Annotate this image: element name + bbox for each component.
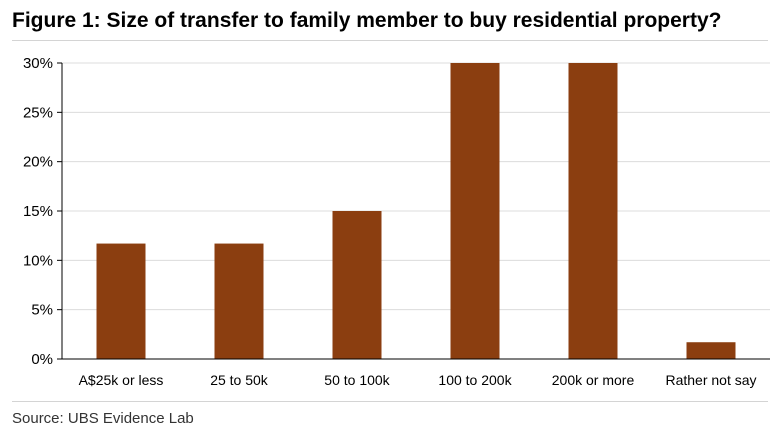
gridlines (62, 62, 770, 311)
bar (96, 243, 146, 359)
title-divider (12, 40, 768, 41)
x-axis-labels: A$25k or less 25 to 50k 50 to 100k 100 to 2… (79, 372, 757, 388)
y-tick-label: 20% (23, 154, 53, 171)
bar (450, 63, 500, 359)
bar (686, 342, 736, 359)
x-tick-label: 50 to 100k (324, 372, 390, 388)
y-tick-label: 25% (23, 104, 53, 121)
source-note: Source: UBS Evidence Lab (12, 410, 194, 427)
bar (214, 243, 264, 359)
chart-title: Figure 1: Size of transfer to family mem… (12, 9, 722, 32)
source-divider (12, 401, 768, 402)
x-tick-label: Rather not say (665, 372, 756, 388)
x-tick-label: 100 to 200k (438, 372, 512, 388)
x-tick-label: A$25k or less (79, 372, 164, 388)
y-axis-ticks: 0% 5% 10% 15% 20% 25% 30% (23, 55, 62, 368)
x-tick-label: 25 to 50k (210, 372, 269, 388)
y-tick-label: 0% (31, 351, 53, 368)
y-tick-label: 10% (23, 252, 53, 269)
bar (332, 211, 382, 359)
bars (96, 63, 736, 359)
axes (61, 63, 770, 360)
x-tick-label: 200k or more (552, 372, 635, 388)
y-tick-label: 30% (23, 55, 53, 72)
y-tick-label: 15% (23, 203, 53, 220)
bar-chart: 0% 5% 10% 15% 20% 25% 30% A$25k or less 25 to 5… (23, 55, 770, 388)
y-tick-label: 5% (31, 302, 53, 319)
bar (568, 63, 618, 359)
